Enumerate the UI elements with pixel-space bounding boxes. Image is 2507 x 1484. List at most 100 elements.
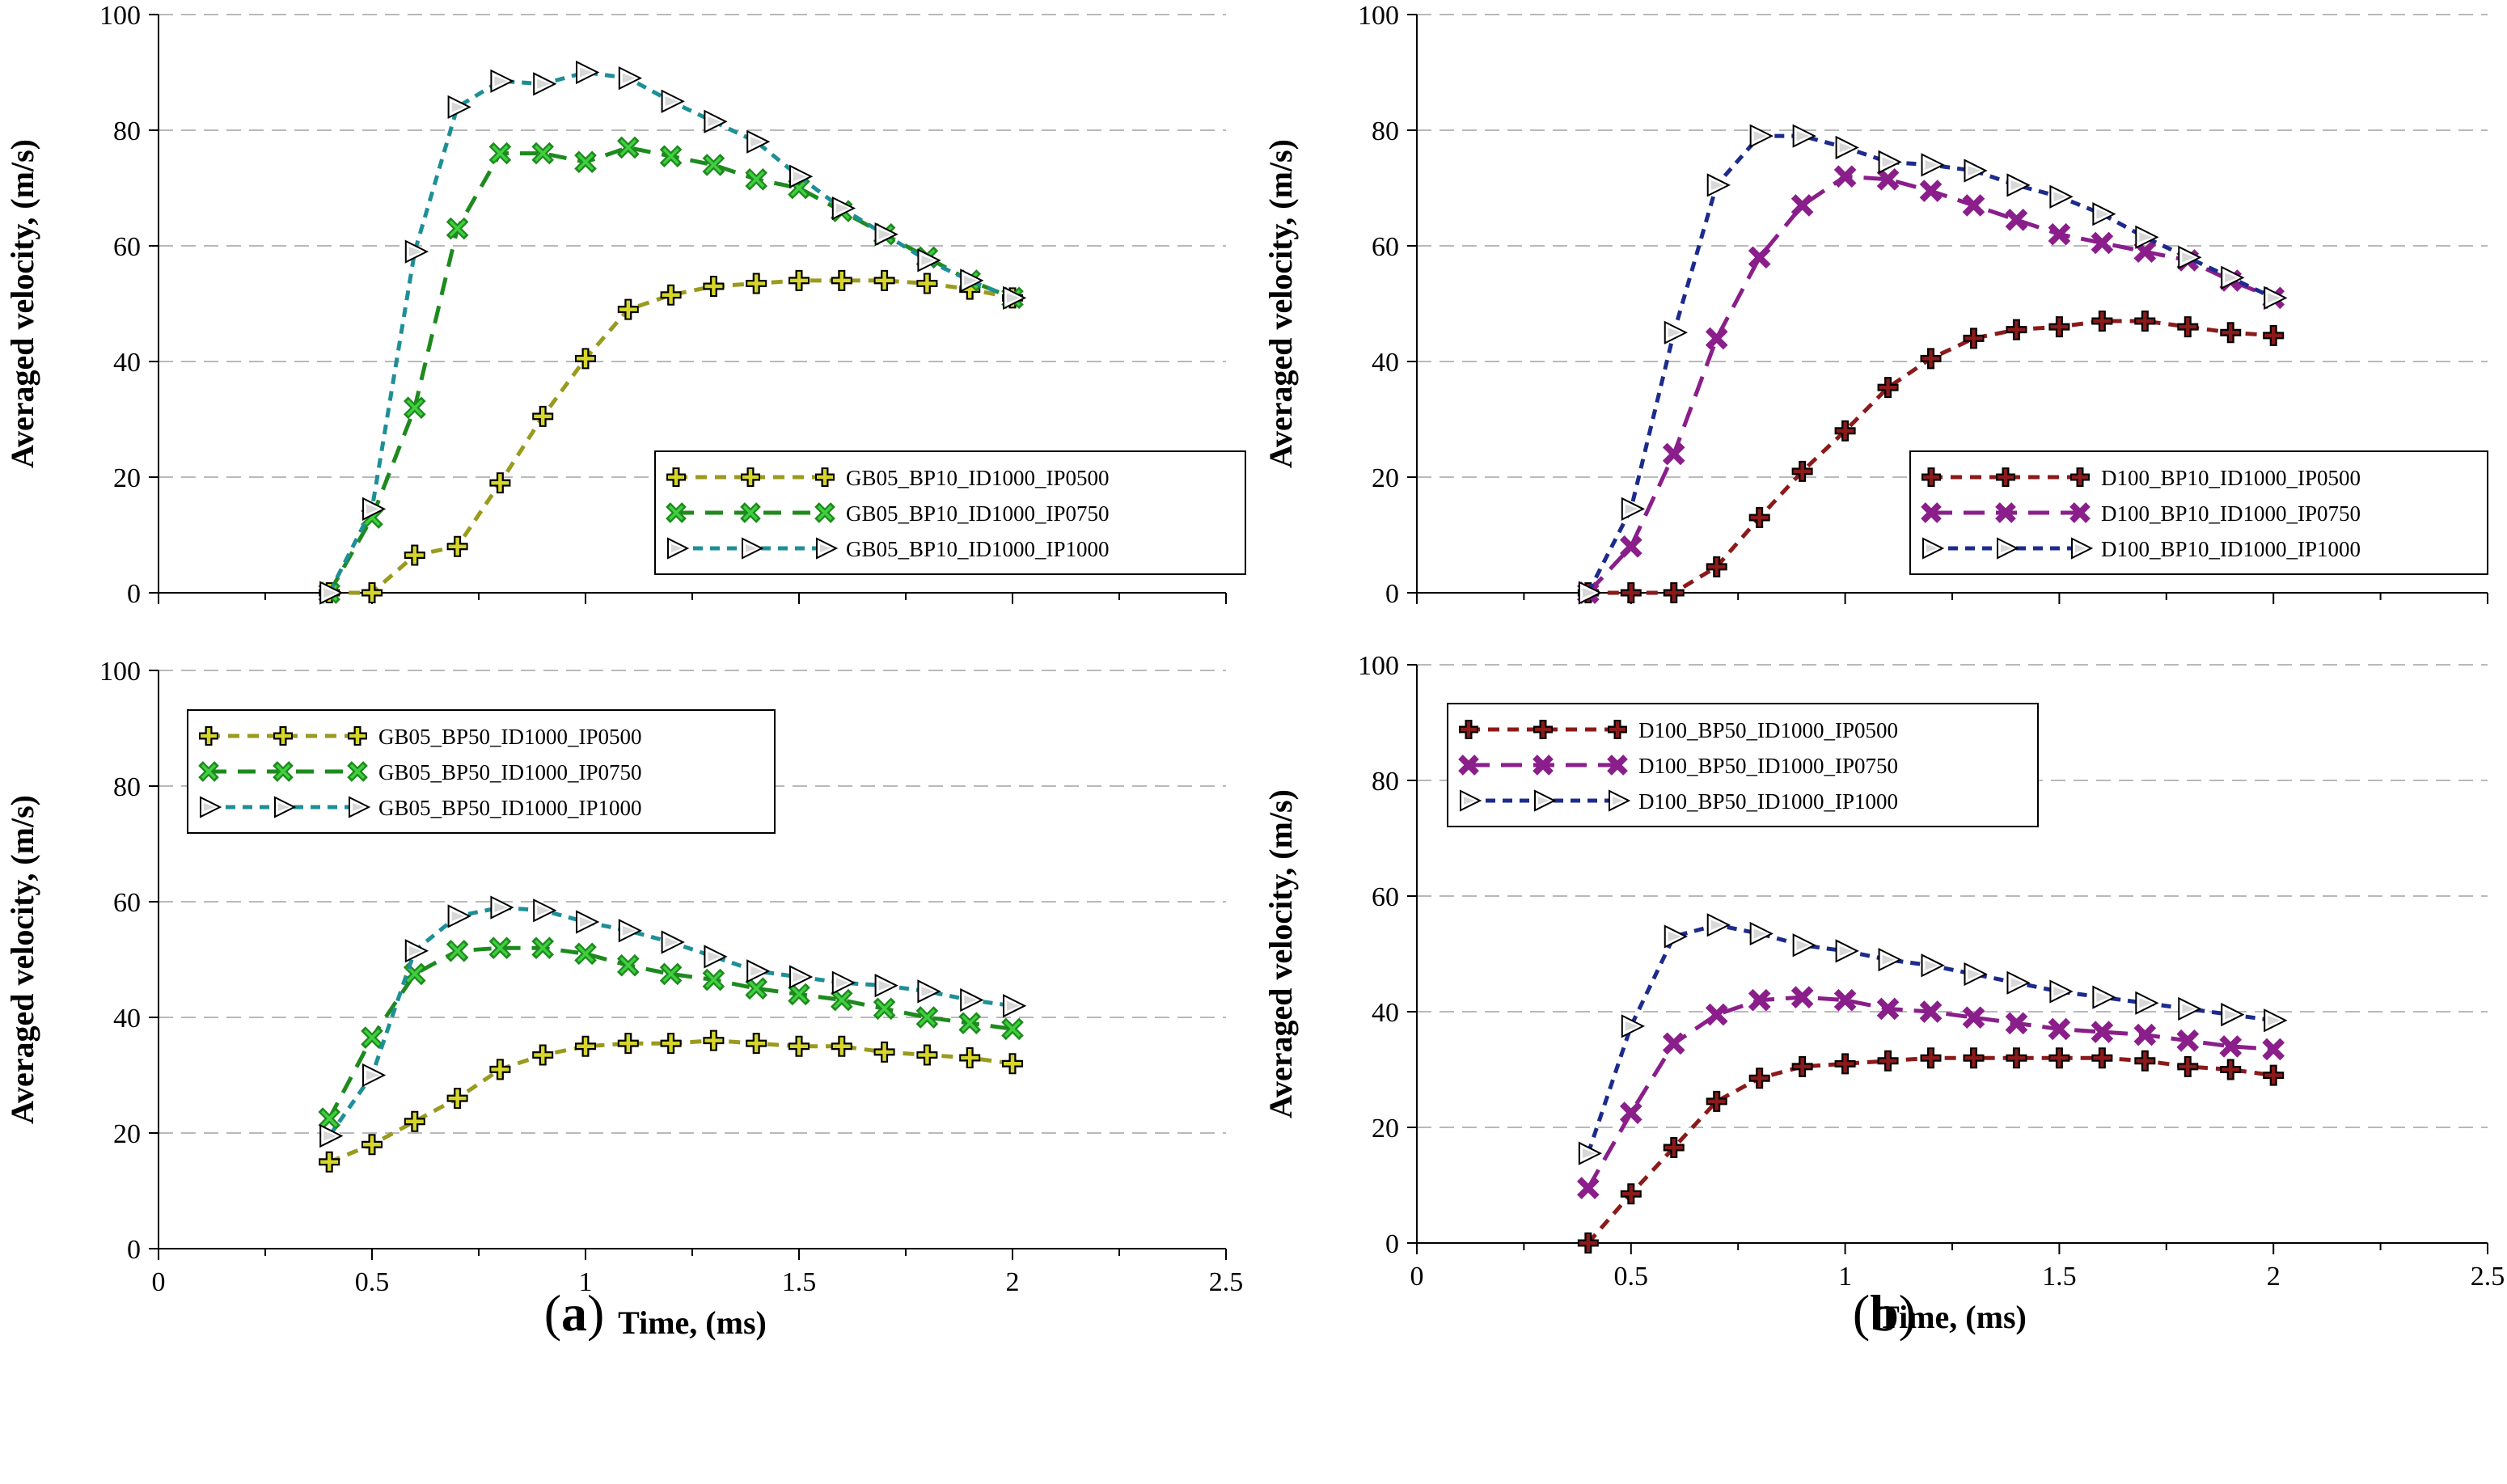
y-tick-label: 40 <box>1372 998 1399 1028</box>
data-point-plus-fill <box>875 271 894 290</box>
data-point-x-fill <box>1004 1021 1021 1038</box>
data-point-x-fill <box>662 966 679 983</box>
data-point-plus-fill <box>1664 584 1683 602</box>
data-point-x-fill <box>1837 991 1854 1008</box>
data-point-x-fill <box>2094 1023 2111 1041</box>
data-point-plus-fill <box>1621 584 1640 602</box>
caption-b: (b) <box>1853 1284 1916 1342</box>
legend-marker-x-fill <box>1609 757 1626 773</box>
data-point-plus-fill <box>662 285 680 304</box>
data-point-x-fill <box>577 154 594 171</box>
data-point-x-fill <box>747 980 765 997</box>
x-tick-label: 0.5 <box>1614 1262 1649 1292</box>
x-tick-label: 2.5 <box>2471 1262 2505 1292</box>
data-point-x-fill <box>534 145 552 162</box>
legend: D100_BP10_ID1000_IP0500 D100_BP10_ID1000_… <box>1909 450 2488 575</box>
legend-marker-triangle-shade <box>2001 544 2012 552</box>
data-point-triangle-shade <box>2053 986 2067 996</box>
legend-marker-triangle-shade <box>820 544 831 552</box>
x-tick-label: 2 <box>1006 1267 1020 1297</box>
data-point-x-fill <box>1751 249 1768 266</box>
legend-marker-x-fill <box>1998 505 2014 521</box>
data-point-triangle-shade <box>1710 920 1724 930</box>
data-point-x-fill <box>492 145 509 162</box>
chart-bottom-left: 0 20 40 60 80 100 0 0.5 1 1.5 2 2.5 Averaged velocit… <box>4 657 1243 1341</box>
data-point-triangle-shade <box>2096 209 2110 219</box>
legend-marker-x-fill <box>1923 505 1939 521</box>
x-axis-title: Time, (ms) <box>618 1304 767 1341</box>
data-point-triangle-shade <box>1753 131 1767 142</box>
data-point-plus-fill <box>577 1037 594 1055</box>
data-point-triangle-shade <box>622 73 636 83</box>
data-point-triangle-shade <box>494 903 508 913</box>
data-point-plus-fill <box>2136 1051 2154 1070</box>
legend-marker-plus-fill <box>1923 469 1939 485</box>
legend-marker-x-fill <box>742 505 759 521</box>
data-point-plus-fill <box>2093 311 2112 330</box>
legend-label: D100_BP50_ID1000_IP1000 <box>1638 789 1898 814</box>
data-point-triangle-shade <box>323 1131 337 1141</box>
data-point-x-fill <box>961 1014 979 1032</box>
caption-a: (a) <box>544 1284 605 1342</box>
x-tick-label: 0.5 <box>355 1267 390 1297</box>
data-point-x-fill <box>705 971 722 988</box>
legend-marker-triangle-shade <box>1538 797 1549 805</box>
data-point-plus-fill <box>2179 318 2197 336</box>
data-point-x-fill <box>1879 171 1896 188</box>
data-point-x-fill <box>492 939 509 957</box>
data-point-x-fill <box>1922 1003 1939 1021</box>
data-point-triangle-shade <box>580 67 593 78</box>
data-point-x-fill <box>2051 1021 2068 1038</box>
data-point-plus-fill <box>662 1034 680 1053</box>
data-point-x-fill <box>1837 167 1854 185</box>
chart-top-right: 0 20 40 60 80 100 Averaged velocity, (m/s) D100… <box>1262 1 2488 609</box>
data-point-triangle-shade <box>366 1070 379 1080</box>
y-axis-title: Averaged velocity, (m/s) <box>1262 789 1299 1118</box>
legend-marker-plus-fill <box>1609 721 1626 738</box>
data-point-triangle-shade <box>878 980 892 991</box>
data-point-plus-fill <box>704 277 723 296</box>
data-point-plus-fill <box>619 1034 637 1053</box>
data-point-triangle-shade <box>1753 928 1767 939</box>
data-point-triangle-shade <box>408 945 422 956</box>
y-tick-label: 100 <box>99 1 141 31</box>
y-tick-label: 60 <box>113 888 141 918</box>
legend-label: GB05_BP10_ID1000_IP1000 <box>846 537 1110 561</box>
data-point-x-fill <box>1665 1035 1682 1052</box>
data-point-triangle-shade <box>580 917 593 928</box>
series-line-plus <box>328 1038 1013 1165</box>
legend-label: GB05_BP50_ID1000_IP0500 <box>378 725 642 749</box>
data-point-plus-fill <box>619 300 637 319</box>
data-point-triangle-shade <box>1796 940 1810 950</box>
data-point-plus-fill <box>918 274 936 293</box>
data-point-plus-fill <box>2007 320 2026 339</box>
data-point-x-fill <box>705 156 722 174</box>
data-point-plus-fill <box>961 1049 979 1068</box>
legend-label: GB05_BP50_ID1000_IP1000 <box>378 796 642 820</box>
legend-marker-triangle-shade <box>353 803 364 811</box>
data-point-triangle-shade <box>2225 273 2239 283</box>
data-point-x-fill <box>2264 1041 2282 1058</box>
data-point-triangle-shade <box>2268 1015 2281 1025</box>
y-tick-label: 100 <box>1358 651 1399 681</box>
series-line-x <box>1586 995 2274 1190</box>
y-axis-title: Averaged velocity, (m/s) <box>4 139 40 468</box>
data-point-x-fill <box>1579 1179 1597 1197</box>
y-tick-label: 40 <box>113 1004 141 1034</box>
data-point-plus-fill <box>790 271 808 290</box>
data-point-x-fill <box>320 1110 338 1127</box>
data-point-triangle-shade <box>2182 252 2196 263</box>
y-tick-label: 0 <box>127 579 141 609</box>
y-tick-label: 20 <box>1372 463 1399 493</box>
y-tick-label: 0 <box>1385 1229 1399 1259</box>
legend-label: D100_BP10_ID1000_IP1000 <box>2101 537 2361 561</box>
data-point-triangle-shade <box>1582 1148 1596 1159</box>
legend-marker-plus-fill <box>201 728 217 744</box>
legend-marker-plus-fill <box>742 469 759 485</box>
y-tick-label: 20 <box>1372 1114 1399 1144</box>
data-point-plus-fill <box>577 349 594 368</box>
chart-bottom-right: 0 20 40 60 80 100 0 0.5 1 1.5 2 2.5 Averaged velocit… <box>1262 651 2505 1335</box>
data-point-plus-fill <box>1964 1049 1983 1068</box>
data-point-x-fill <box>449 942 466 960</box>
